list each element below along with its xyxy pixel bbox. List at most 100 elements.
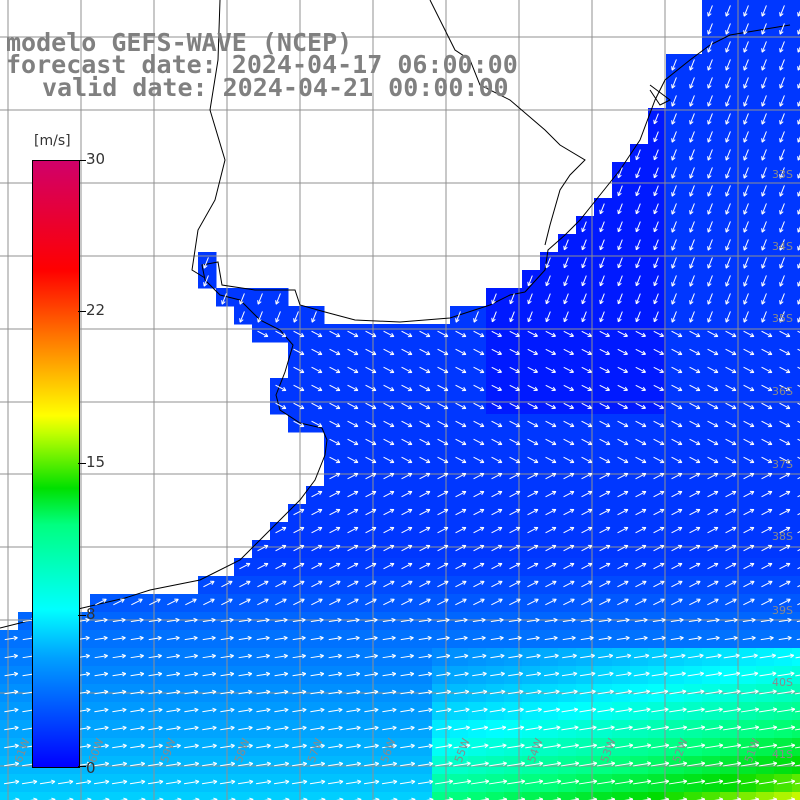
wind-arrow	[455, 384, 467, 391]
wind-arrow	[383, 438, 395, 445]
wind-arrow-head	[664, 761, 670, 764]
wind-arrow-head	[266, 655, 270, 659]
wind-arrow-head	[518, 655, 523, 659]
wind-arrow	[653, 348, 664, 355]
wind-arrow	[651, 672, 668, 677]
wind-arrow-head	[553, 619, 558, 623]
wind-arrow-head	[464, 655, 469, 659]
wind-arrow-head	[697, 563, 701, 568]
wind-arrow-head	[410, 707, 415, 711]
wind-arrow-head	[445, 473, 449, 478]
wind-arrow	[614, 744, 633, 749]
wind-arrow-head	[625, 422, 629, 427]
wind-arrow	[617, 491, 629, 498]
wind-arrow-head	[159, 781, 164, 785]
wind-arrow-head	[194, 727, 199, 731]
wind-arrow-head	[337, 545, 341, 550]
wind-arrow-head	[193, 653, 198, 657]
wind-arrow-head	[570, 368, 574, 373]
wind-arrow	[293, 545, 305, 552]
wind-arrow	[400, 619, 414, 623]
wind-arrow-head	[301, 671, 307, 675]
wind-arrow	[275, 402, 287, 409]
wind-arrow-head	[517, 473, 521, 478]
wind-arrow-head	[247, 635, 252, 639]
wind-arrow	[761, 59, 767, 71]
wind-arrow-head	[337, 458, 341, 463]
wind-arrow	[615, 726, 633, 731]
wind-speed-cell	[792, 630, 800, 649]
wind-arrow-head	[689, 319, 694, 323]
wind-speed-cell	[630, 792, 649, 800]
wind-arrow-head	[499, 458, 503, 463]
wind-arrow-head	[157, 671, 163, 675]
wind-arrow	[527, 402, 538, 409]
wind-speed-cell	[792, 414, 800, 433]
wind-arrow	[437, 438, 449, 445]
wind-arrow	[653, 438, 665, 445]
wind-arrow-head	[455, 319, 460, 323]
wind-arrow-head	[769, 563, 773, 568]
wind-arrow	[599, 275, 605, 287]
wind-arrow-head	[591, 673, 596, 677]
wind-arrow	[418, 619, 432, 623]
wind-arrow	[202, 637, 216, 641]
wind-arrow	[509, 509, 521, 516]
wind-arrow-head	[212, 691, 217, 695]
wind-arrow-head	[520, 743, 525, 746]
wind-arrow-head	[761, 301, 766, 305]
wind-arrow-head	[319, 617, 324, 621]
wind-speed-cell	[792, 594, 800, 613]
wind-arrow	[471, 708, 488, 713]
wind-arrow	[671, 509, 683, 516]
wind-arrow	[455, 366, 467, 373]
wind-arrow-head	[392, 761, 397, 764]
wind-arrow-head	[356, 691, 361, 695]
wind-arrow-head	[535, 598, 539, 603]
wind-arrow-head	[283, 563, 287, 568]
wind-arrow	[329, 330, 341, 337]
wind-arrow	[310, 655, 324, 659]
wind-arrow-head	[193, 598, 197, 603]
wind-arrow	[490, 637, 504, 641]
wind-arrow-head	[718, 797, 724, 800]
wind-speed-cell	[792, 90, 800, 109]
wind-arrow	[653, 167, 659, 179]
wind-arrow-head	[85, 671, 91, 675]
wind-arrow-head	[754, 690, 759, 695]
lat-label: 39S	[772, 604, 793, 617]
wind-arrow	[383, 563, 395, 570]
wind-arrow-head	[409, 581, 413, 585]
wind-speed-cell	[792, 540, 800, 559]
wind-arrow	[725, 149, 731, 161]
wind-arrow-head	[339, 797, 344, 800]
wind-arrow-head	[140, 709, 145, 713]
wind-arrow-head	[563, 318, 568, 323]
wind-arrow	[563, 438, 575, 445]
wind-arrow-head	[725, 31, 730, 35]
wind-arrow-head	[409, 509, 413, 514]
wind-arrow-head	[779, 157, 784, 161]
wind-arrow	[419, 473, 431, 480]
wind-arrow-head	[772, 654, 776, 659]
wind-arrow-head	[266, 725, 271, 728]
wind-arrow-head	[393, 779, 398, 782]
wind-arrow	[382, 673, 396, 677]
wind-arrow-head	[663, 653, 668, 656]
wind-arrow-head	[85, 653, 90, 657]
wind-arrow	[364, 727, 379, 731]
wind-arrow	[454, 619, 468, 623]
wind-arrow	[202, 709, 217, 713]
wind-arrow-head	[683, 762, 688, 766]
wind-arrow	[599, 384, 610, 391]
wind-arrow-head	[755, 708, 760, 712]
wind-arrow	[743, 221, 749, 233]
wind-arrow-head	[465, 707, 470, 710]
wind-arrow-head	[373, 653, 378, 657]
wind-arrow	[725, 185, 731, 197]
wind-arrow	[542, 762, 561, 767]
wind-arrow-head	[139, 617, 144, 621]
wind-arrow-head	[700, 707, 705, 710]
wind-arrow-head	[591, 671, 596, 674]
